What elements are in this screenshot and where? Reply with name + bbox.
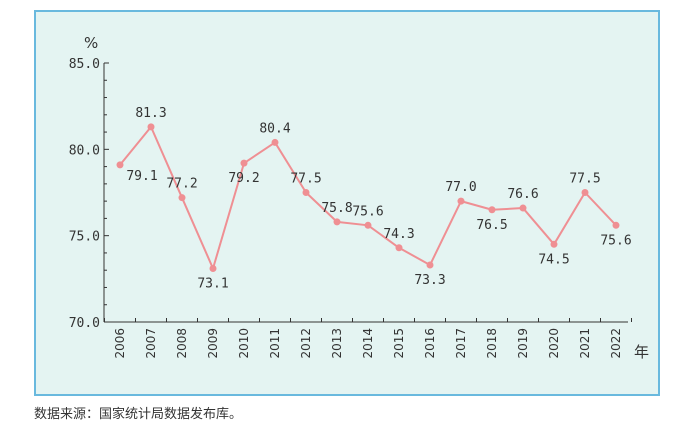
y-tick-label: 70.0 [69, 316, 100, 331]
data-point [240, 159, 248, 167]
data-label: 76.5 [476, 218, 507, 233]
x-tick-label: 2020 [547, 328, 561, 359]
x-tick-label: 2009 [206, 328, 220, 359]
data-label: 75.8 [321, 201, 352, 216]
x-tick-label: 2018 [485, 328, 499, 359]
line-chart: % 年 70.0 75.0 80.0 85.0 2006 2007 2008 2009 2010… [69, 34, 649, 361]
data-point [271, 138, 279, 146]
x-tick-label: 2007 [144, 328, 158, 359]
data-label: 74.3 [383, 227, 414, 242]
data-point [364, 221, 372, 229]
data-point [302, 189, 310, 196]
data-point [550, 240, 558, 248]
x-tick-label: 2013 [330, 328, 344, 359]
x-tick-label: 2011 [268, 328, 282, 359]
series-line [119, 125, 617, 270]
data-label: 77.5 [569, 172, 600, 187]
data-label: 75.6 [352, 204, 383, 219]
y-tick-label: 80.0 [69, 143, 100, 158]
x-tick-label: 2008 [175, 328, 189, 359]
data-label: 81.3 [135, 106, 166, 121]
data-label: 77.0 [445, 180, 476, 195]
data-label: 77.5 [290, 172, 321, 187]
data-point [333, 218, 341, 226]
source-note: 数据来源：国家统计局数据发布库。 [34, 407, 243, 422]
data-label: 76.6 [507, 187, 538, 202]
data-point [426, 261, 434, 269]
x-tick-label: 2017 [454, 328, 468, 359]
data-label: 77.2 [166, 177, 197, 192]
data-point [178, 194, 186, 202]
y-axis-unit-label: % [84, 34, 98, 52]
data-point [116, 161, 124, 169]
data-label: 79.2 [228, 171, 259, 186]
data-label: 73.1 [197, 276, 228, 291]
data-label: 74.5 [538, 252, 569, 267]
data-label: 75.6 [600, 233, 631, 248]
data-point [395, 244, 403, 252]
data-label: 73.3 [414, 273, 445, 288]
data-point [519, 204, 527, 212]
x-tick-label: 2010 [237, 328, 251, 359]
x-axis-unit-label: 年 [634, 343, 649, 361]
x-tick-label: 2016 [423, 328, 437, 359]
x-tick-label: 2022 [609, 328, 623, 359]
data-label: 79.1 [126, 169, 157, 184]
x-tick-label: 2014 [361, 328, 375, 359]
data-point [581, 189, 589, 196]
data-label: 80.4 [259, 121, 290, 136]
x-tick-label: 2012 [299, 328, 313, 359]
chart-panel: % 年 70.0 75.0 80.0 85.0 2006 2007 2008 2009 2010… [34, 10, 660, 396]
y-tick-label: 85.0 [69, 57, 100, 72]
data-point [457, 197, 465, 205]
x-tick-label: 2019 [516, 328, 530, 359]
data-point [612, 221, 620, 229]
data-point [147, 123, 155, 131]
x-tick-label: 2021 [578, 328, 592, 359]
data-point [488, 206, 496, 214]
x-tick-label: 2015 [392, 328, 406, 359]
y-tick-label: 75.0 [69, 230, 100, 245]
x-tick-label: 2006 [113, 328, 127, 359]
data-point [209, 264, 217, 272]
